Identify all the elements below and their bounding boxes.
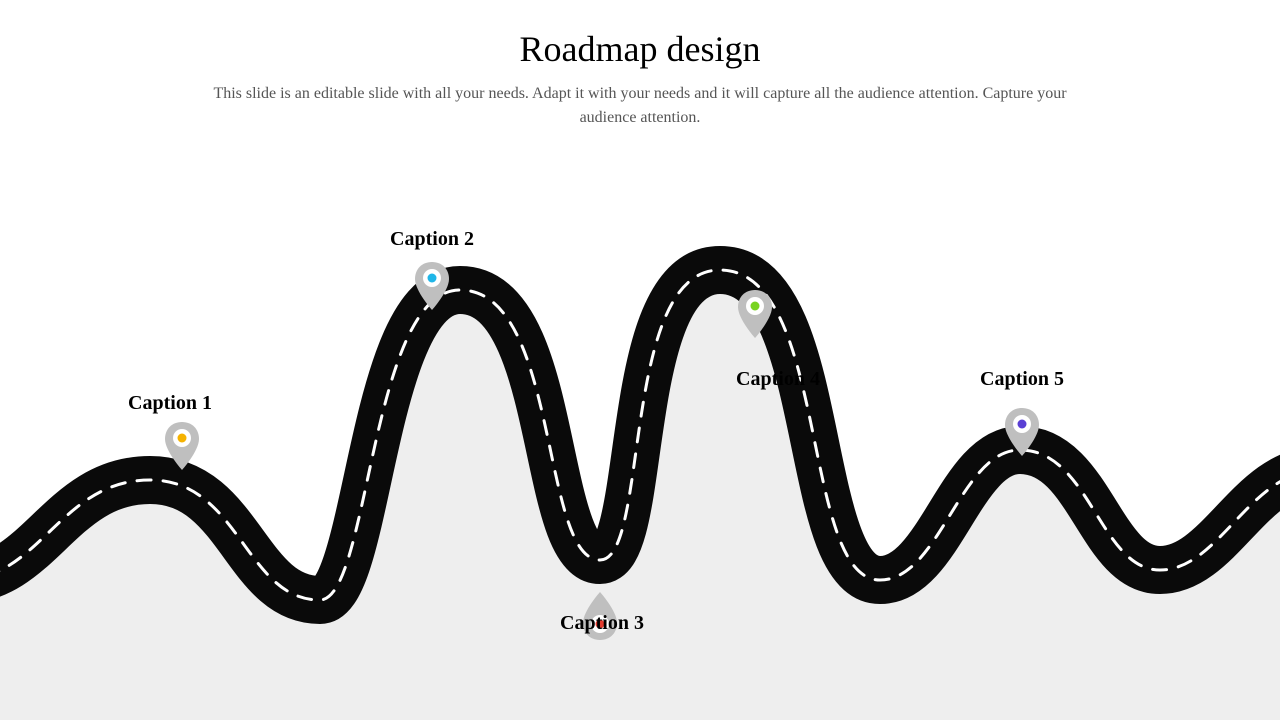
header: Roadmap design This slide is an editable…: [0, 0, 1280, 130]
map-pin-1: [162, 420, 202, 472]
caption-4: Caption 4: [736, 368, 820, 391]
caption-5: Caption 5: [980, 368, 1064, 391]
caption-3: Caption 3: [560, 612, 644, 635]
slide-subtitle: This slide is an editable slide with all…: [210, 82, 1070, 130]
map-pin-5: [1002, 406, 1042, 458]
caption-2: Caption 2: [390, 228, 474, 251]
map-pin-4: [735, 288, 775, 340]
map-pin-2: [412, 260, 452, 312]
roadmap-stage: Caption 1 Caption 2 Caption 3 Caption 4 Capt…: [0, 160, 1280, 720]
slide-title: Roadmap design: [0, 28, 1280, 70]
caption-1: Caption 1: [128, 392, 212, 415]
